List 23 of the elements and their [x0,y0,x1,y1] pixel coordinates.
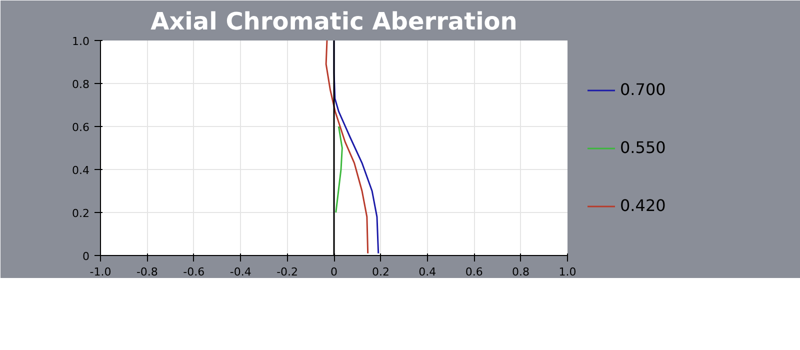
y-tick-label: 0.8 [72,78,90,91]
line-series [335,126,343,214]
y-tick-label: 0 [82,250,90,263]
x-tick-label: -0.2 [276,266,298,278]
x-tick-label: -0.4 [230,266,252,278]
y-tick-label: 0.2 [72,207,90,220]
legend-label: 0.420 [620,196,666,215]
x-tick-label: -1.0 [90,266,112,278]
x-tick-label: 0.8 [512,266,530,278]
x-tick-label: 0 [330,266,338,278]
chart-title: Axial Chromatic Aberration [150,8,518,36]
x-tick-label: 0.6 [465,266,483,278]
legend-label: 0.700 [620,80,666,99]
x-tick-label: 0.4 [418,266,436,278]
x-tick-label: 1.0 [558,266,576,278]
y-tick-label: 1.0 [72,35,90,48]
line-series [325,40,369,254]
x-tick-label: -0.8 [136,266,158,278]
y-tick-label: 0.4 [72,164,90,177]
y-tick-label: 0.6 [72,121,90,134]
x-tick-label: 0.2 [372,266,390,278]
x-tick-label: -0.6 [183,266,205,278]
legend-label: 0.550 [620,138,666,157]
